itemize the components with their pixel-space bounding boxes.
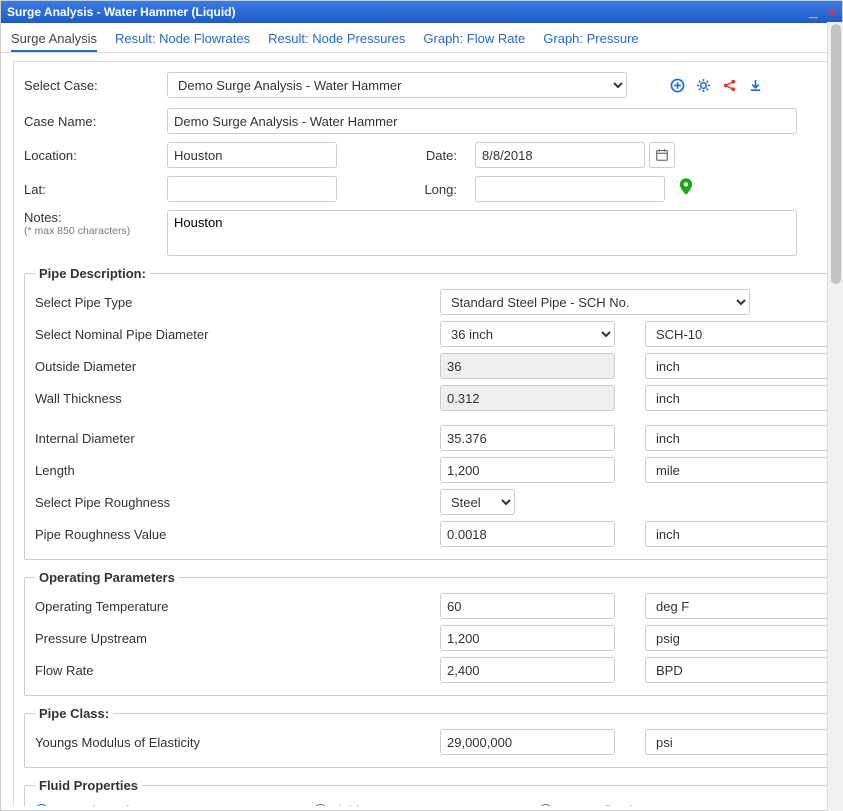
gear-icon[interactable] xyxy=(695,77,711,93)
pipe-type-select[interactable]: Standard Steel Pipe - SCH No. xyxy=(440,289,750,315)
long-input[interactable] xyxy=(475,176,665,202)
tab-bar: Surge Analysis Result: Node Flowrates Re… xyxy=(1,23,842,53)
temp-unit[interactable]: deg F xyxy=(645,593,842,619)
notes-label: Notes: xyxy=(24,210,159,225)
share-icon[interactable] xyxy=(721,77,737,93)
tab-graph-flowrate[interactable]: Graph: Flow Rate xyxy=(423,31,525,46)
fluid-properties-group: Fluid Properties Internal Catalog Fluid … xyxy=(24,778,842,806)
temp-input[interactable] xyxy=(440,593,615,619)
youngs-label: Youngs Modulus of Elasticity xyxy=(35,735,440,750)
download-icon[interactable] xyxy=(747,77,763,93)
radio-fluid-pt-label: Fluid PT xyxy=(331,803,379,806)
sch-select[interactable]: SCH-10 xyxy=(645,321,842,347)
date-label: Date: xyxy=(345,148,467,163)
radio-user-defined-label: User Defined xyxy=(556,803,632,806)
pipe-class-legend: Pipe Class: xyxy=(35,706,113,721)
date-input[interactable] xyxy=(475,142,645,168)
add-icon[interactable] xyxy=(669,77,685,93)
radio-internal-catalog-input[interactable] xyxy=(35,804,48,806)
notes-hint: (* max 850 characters) xyxy=(24,225,159,237)
nominal-diameter-select[interactable]: 36 inch xyxy=(440,321,615,347)
outside-diameter-unit[interactable]: inch xyxy=(645,353,842,379)
title-bar: Surge Analysis - Water Hammer (Liquid) _… xyxy=(1,1,842,23)
roughness-select[interactable]: Steel xyxy=(440,489,515,515)
roughness-value-label: Pipe Roughness Value xyxy=(35,527,440,542)
operating-parameters-group: Operating Parameters Operating Temperatu… xyxy=(24,570,842,696)
pipe-description-legend: Pipe Description: xyxy=(35,266,150,281)
youngs-unit[interactable]: psi xyxy=(645,729,842,755)
location-label: Location: xyxy=(24,148,159,163)
tab-surge-analysis[interactable]: Surge Analysis xyxy=(11,31,97,52)
pipe-type-label: Select Pipe Type xyxy=(35,295,440,310)
map-pin-icon[interactable] xyxy=(679,178,693,201)
internal-diameter-input[interactable] xyxy=(440,425,615,451)
pipe-class-group: Pipe Class: Youngs Modulus of Elasticity… xyxy=(24,706,842,768)
location-input[interactable] xyxy=(167,142,337,168)
operating-legend: Operating Parameters xyxy=(35,570,179,585)
radio-internal-catalog[interactable]: Internal Catalog xyxy=(35,803,144,806)
internal-diameter-unit[interactable]: inch xyxy=(645,425,842,451)
calendar-icon[interactable] xyxy=(649,142,675,168)
roughness-select-label: Select Pipe Roughness xyxy=(35,495,440,510)
youngs-input[interactable] xyxy=(440,729,615,755)
outside-diameter-input xyxy=(440,353,615,379)
nominal-diameter-label: Select Nominal Pipe Diameter xyxy=(35,327,440,342)
window-title: Surge Analysis - Water Hammer (Liquid) xyxy=(7,5,236,19)
select-case-dropdown[interactable]: Demo Surge Analysis - Water Hammer xyxy=(167,72,627,98)
minimize-button[interactable]: _ xyxy=(809,7,818,17)
notes-textarea[interactable] xyxy=(167,210,797,256)
length-input[interactable] xyxy=(440,457,615,483)
outside-diameter-label: Outside Diameter xyxy=(35,359,440,374)
page-content: Select Case: Demo Surge Analysis - Water… xyxy=(1,53,842,806)
long-label: Long: xyxy=(345,182,467,197)
radio-internal-catalog-label: Internal Catalog xyxy=(52,803,144,806)
temp-label: Operating Temperature xyxy=(35,599,440,614)
pressure-input[interactable] xyxy=(440,625,615,651)
close-button[interactable]: × xyxy=(828,4,836,20)
fluid-legend: Fluid Properties xyxy=(35,778,142,793)
tab-node-pressures[interactable]: Result: Node Pressures xyxy=(268,31,405,46)
roughness-value-unit[interactable]: inch xyxy=(645,521,842,547)
roughness-value-input[interactable] xyxy=(440,521,615,547)
scrollbar-thumb[interactable] xyxy=(831,24,841,284)
radio-user-defined[interactable]: User Defined xyxy=(539,803,632,806)
length-label: Length xyxy=(35,463,440,478)
length-unit[interactable]: mile xyxy=(645,457,842,483)
pipe-description-group: Pipe Description: Select Pipe Type Stand… xyxy=(24,266,842,560)
tab-graph-pressure[interactable]: Graph: Pressure xyxy=(543,31,638,46)
lat-input[interactable] xyxy=(167,176,337,202)
case-name-input[interactable] xyxy=(167,108,797,134)
flow-label: Flow Rate xyxy=(35,663,440,678)
wall-thickness-unit[interactable]: inch xyxy=(645,385,842,411)
vertical-scrollbar[interactable] xyxy=(827,22,843,811)
pressure-label: Pressure Upstream xyxy=(35,631,440,646)
select-case-label: Select Case: xyxy=(24,78,159,93)
radio-user-defined-input[interactable] xyxy=(539,804,552,806)
flow-input[interactable] xyxy=(440,657,615,683)
wall-thickness-label: Wall Thickness xyxy=(35,391,440,406)
internal-diameter-label: Internal Diameter xyxy=(35,431,440,446)
wall-thickness-input xyxy=(440,385,615,411)
lat-label: Lat: xyxy=(24,182,159,197)
flow-unit[interactable]: BPD xyxy=(645,657,842,683)
pressure-unit[interactable]: psig xyxy=(645,625,842,651)
radio-fluid-pt-input[interactable] xyxy=(314,804,327,806)
radio-fluid-pt[interactable]: Fluid PT xyxy=(314,803,379,806)
tab-node-flowrates[interactable]: Result: Node Flowrates xyxy=(115,31,250,46)
case-name-label: Case Name: xyxy=(24,114,159,129)
